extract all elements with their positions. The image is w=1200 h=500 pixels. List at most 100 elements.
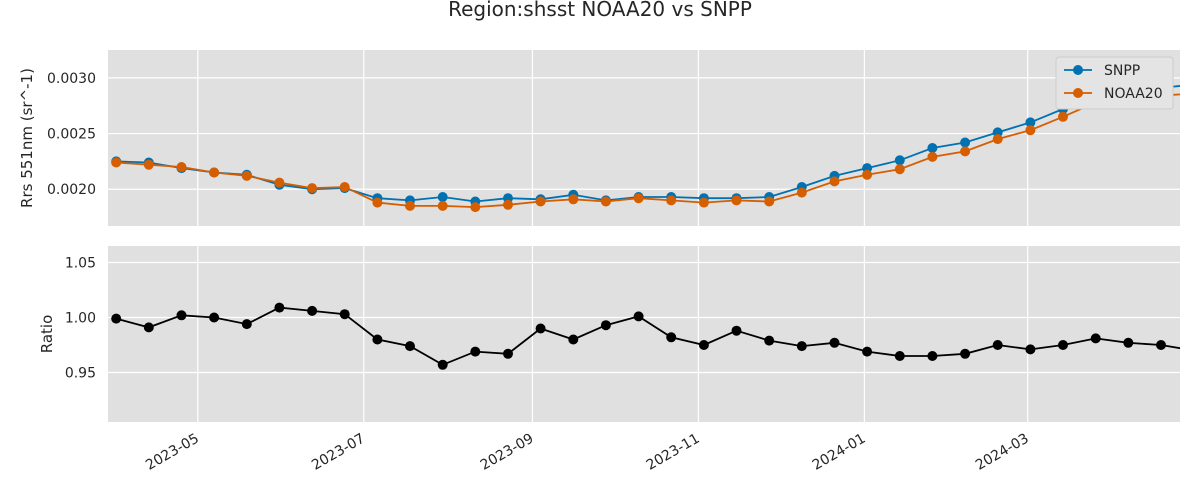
- ratio-data-point: [927, 351, 938, 361]
- snpp-data-point: [1025, 117, 1036, 128]
- bottom-plot-area: [108, 246, 1180, 422]
- ratio-data-point: [992, 340, 1003, 350]
- noaa20-data-point: [960, 146, 971, 157]
- snpp-series-line: [116, 85, 1180, 203]
- ratio-data-point: [666, 332, 677, 343]
- ratio-data-point: [209, 312, 220, 323]
- noaa20-data-point: [405, 200, 415, 211]
- snpp-data-point: [894, 155, 905, 166]
- noaa20-data-point: [568, 194, 579, 205]
- noaa20-data-point: [796, 187, 807, 198]
- ratio-data-point: [405, 341, 415, 352]
- ratio-data-point: [143, 322, 154, 333]
- noaa20-data-point: [372, 197, 383, 208]
- ratio-data-point: [437, 359, 448, 370]
- noaa20-data-point: [764, 196, 775, 207]
- noaa20-legend-label: NOAA20: [1104, 86, 1163, 102]
- ratio-data-point: [274, 302, 285, 313]
- top-y-tick-label: 0.0025: [47, 127, 96, 143]
- ratio-data-point: [796, 341, 807, 352]
- noaa20-legend-marker: [1073, 88, 1083, 98]
- noaa20-data-point: [209, 167, 220, 178]
- x-tick-label: 2023-09: [478, 431, 537, 474]
- snpp-data-point: [960, 137, 971, 148]
- ratio-data-point: [470, 346, 481, 357]
- noaa20-data-point: [503, 199, 513, 210]
- ratio-data-point: [633, 311, 644, 322]
- ratio-data-point: [1025, 344, 1036, 355]
- noaa20-data-point: [633, 193, 644, 204]
- noaa20-data-point: [535, 196, 546, 207]
- x-tick-label: 2023-11: [644, 431, 703, 474]
- ratio-data-point: [372, 334, 383, 345]
- top-y-tick-label: 0.0030: [47, 71, 96, 87]
- snpp-legend-label: SNPP: [1104, 63, 1140, 79]
- noaa20-data-point: [1025, 125, 1036, 136]
- ratio-data-point: [1156, 340, 1166, 350]
- ratio-data-point: [1189, 346, 1199, 356]
- x-tick-label: 2023-07: [309, 431, 368, 474]
- chart-title: Region:shsst NOAA20 vs SNPP: [448, 0, 752, 21]
- noaa20-data-point: [894, 164, 905, 175]
- ratio-data-point: [307, 305, 318, 316]
- noaa20-data-point: [143, 159, 154, 170]
- noaa20-data-point: [307, 183, 318, 194]
- noaa20-data-point: [274, 177, 285, 188]
- ratio-data-point: [894, 351, 905, 361]
- bottom-y-tick-label: 1.00: [65, 311, 96, 327]
- noaa20-data-point: [829, 176, 840, 187]
- noaa20-data-point: [1189, 88, 1199, 98]
- noaa20-data-point: [339, 182, 350, 192]
- top-y-axis-label: Rrs 551nm (sr^-1): [18, 68, 36, 208]
- snpp-data-point: [437, 192, 448, 202]
- ratio-series-line: [115, 306, 1180, 366]
- noaa20-data-point: [241, 170, 252, 181]
- x-tick-label: 2023-05: [143, 431, 202, 474]
- ratio-data-point: [1058, 340, 1068, 350]
- top-y-tick-label: 0.0020: [47, 182, 96, 198]
- ratio-data-point: [1090, 333, 1101, 344]
- snpp-legend-marker: [1073, 65, 1083, 75]
- snpp-data-point: [927, 143, 938, 153]
- ratio-data-point: [1123, 337, 1134, 348]
- ratio-data-point: [568, 334, 579, 345]
- ratio-data-point: [960, 348, 971, 359]
- x-tick-label: 2024-03: [973, 431, 1032, 474]
- ratio-data-point: [241, 319, 252, 330]
- top-plot-area: [108, 50, 1180, 226]
- x-tick-label: 2024-01: [810, 431, 869, 474]
- noaa20-data-point: [666, 195, 677, 206]
- ratio-data-point: [503, 348, 513, 359]
- noaa20-data-point: [927, 151, 938, 162]
- noaa20-data-point: [731, 195, 742, 206]
- noaa20-data-point: [862, 169, 873, 180]
- ratio-data-point: [764, 335, 775, 346]
- noaa20-data-point: [1058, 111, 1068, 122]
- ratio-data-point: [176, 310, 187, 321]
- ratio-data-point: [339, 309, 350, 320]
- ratio-data-point: [829, 337, 840, 348]
- noaa20-data-point: [437, 200, 448, 211]
- bottom-y-axis-label: Ratio: [38, 315, 56, 354]
- top-subplot: 0.0020 0.0025 0.0030 Rrs 551nm (sr^-1) SNP…: [18, 50, 1199, 226]
- ratio-data-point: [731, 325, 742, 336]
- bottom-y-tick-label: 0.95: [65, 366, 96, 382]
- ratio-data-point: [111, 313, 122, 324]
- noaa20-data-point: [600, 196, 611, 207]
- snpp-data-point: [1189, 80, 1199, 90]
- ratio-data-point: [862, 346, 873, 357]
- ratio-data-point: [600, 320, 611, 331]
- noaa20-series-line: [116, 93, 1180, 209]
- ratio-data-point: [698, 340, 709, 350]
- noaa20-data-point: [698, 197, 709, 208]
- bottom-subplot: 0.95 1.00 1.05 Ratio: [38, 246, 1199, 422]
- x-axis: 2023-05 2023-07 2023-09 2023-11 2024-01 2024-…: [143, 431, 1032, 474]
- noaa20-data-point: [992, 134, 1003, 145]
- noaa20-data-point: [176, 162, 187, 172]
- noaa20-data-point: [470, 202, 481, 213]
- ratio-data-point: [535, 323, 546, 334]
- legend: SNPP NOAA20: [1055, 56, 1174, 110]
- noaa20-data-point: [111, 157, 122, 168]
- bottom-y-tick-label: 1.05: [65, 256, 96, 272]
